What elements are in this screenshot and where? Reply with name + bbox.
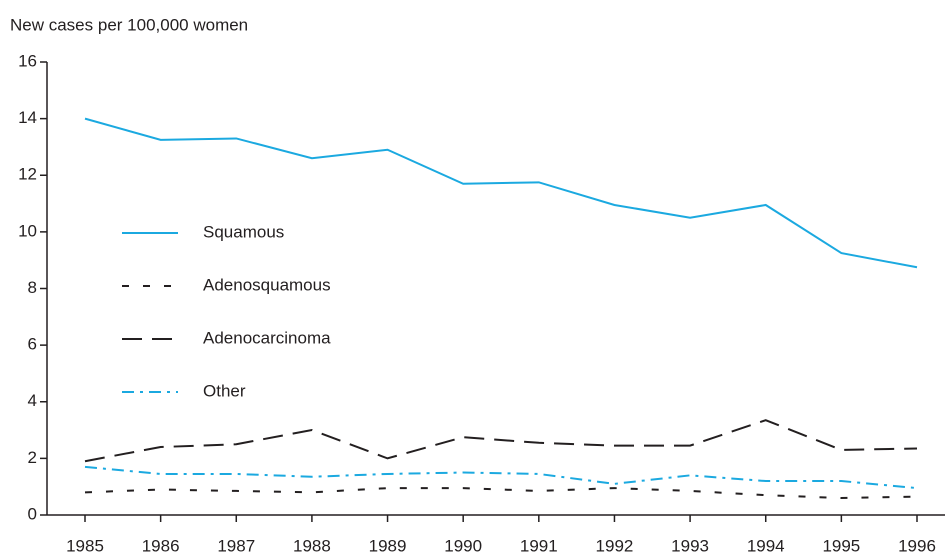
legend-label: Adenocarcinoma <box>203 328 331 347</box>
x-tick-label: 1991 <box>520 536 558 554</box>
x-tick-label: 1996 <box>898 536 936 554</box>
series-line <box>84 419 918 463</box>
y-tick-label: 0 <box>28 504 37 523</box>
x-tick-label: 1987 <box>217 536 255 554</box>
y-tick-label: 6 <box>28 335 37 354</box>
series-line <box>84 117 918 269</box>
series-line <box>84 487 918 500</box>
x-tick-label: 1990 <box>444 536 482 554</box>
x-tick-label: 1989 <box>369 536 407 554</box>
y-tick-label: 12 <box>18 165 37 184</box>
legend-label: Other <box>203 381 246 400</box>
x-tick-label: 1992 <box>596 536 634 554</box>
x-tick-label: 1995 <box>822 536 860 554</box>
y-tick-label: 2 <box>28 448 37 467</box>
y-tick-label: 8 <box>28 278 37 297</box>
x-tick-label: 1988 <box>293 536 331 554</box>
y-tick-label: 16 <box>18 51 37 70</box>
x-tick-label: 1986 <box>142 536 180 554</box>
series-line <box>84 465 918 490</box>
y-axis-title: New cases per 100,000 women <box>10 15 248 34</box>
y-tick-label: 10 <box>18 221 37 240</box>
legend-label: Squamous <box>203 222 284 241</box>
x-tick-label: 1985 <box>66 536 104 554</box>
x-tick-label: 1994 <box>747 536 785 554</box>
legend-label: Adenosquamous <box>203 275 331 294</box>
y-tick-label: 14 <box>18 108 37 127</box>
x-tick-label: 1993 <box>671 536 709 554</box>
y-tick-label: 4 <box>28 391 37 410</box>
